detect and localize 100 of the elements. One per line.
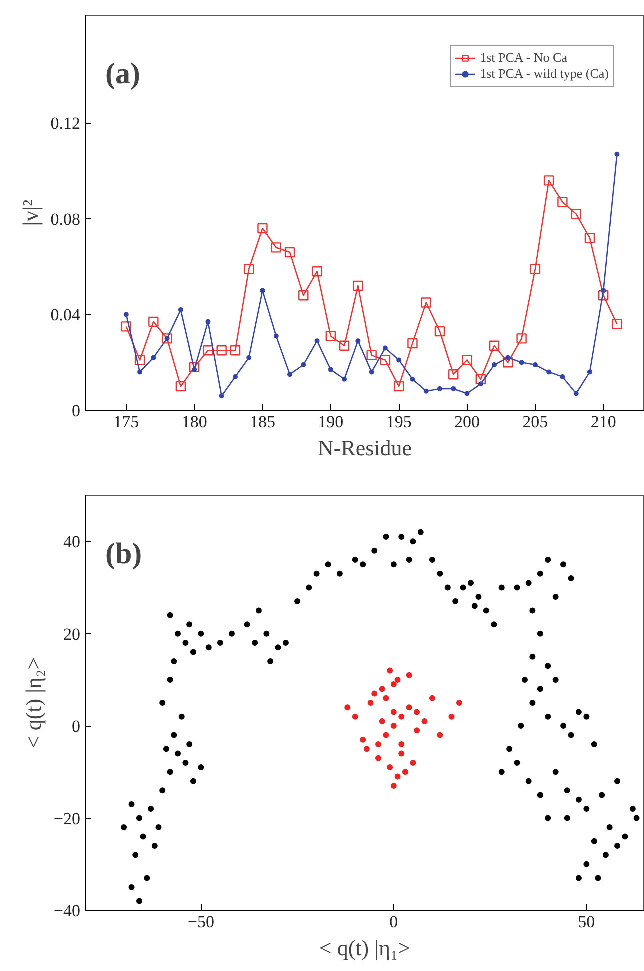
point	[314, 338, 320, 344]
point	[387, 764, 394, 771]
x-tick-label: 195	[386, 412, 412, 432]
point	[366, 350, 377, 361]
point	[258, 223, 268, 234]
point	[406, 704, 412, 711]
point	[390, 723, 397, 730]
point	[326, 331, 336, 342]
point	[369, 370, 374, 375]
point	[390, 682, 397, 688]
point	[398, 742, 405, 748]
point	[558, 197, 568, 208]
annotation: (a)	[106, 58, 140, 90]
point	[451, 386, 456, 392]
point	[584, 233, 596, 244]
y-tick-label: 20	[64, 624, 80, 644]
x-axis-title: < q(t) |η₁>	[319, 936, 411, 960]
point	[375, 755, 382, 762]
y-tick-label: −20	[54, 809, 81, 828]
point	[612, 319, 622, 330]
point	[476, 374, 486, 384]
point	[151, 355, 156, 360]
point	[216, 346, 227, 356]
point	[414, 709, 420, 716]
point	[356, 338, 361, 344]
point	[410, 376, 416, 382]
point	[360, 736, 366, 743]
point	[396, 358, 402, 363]
point	[503, 358, 514, 368]
point	[368, 700, 374, 706]
y-tick-label: 40	[64, 532, 80, 552]
point	[312, 266, 322, 277]
y-tick-label: 0	[72, 717, 80, 736]
point	[162, 334, 172, 344]
y-tick-label: −40	[54, 902, 81, 920]
point	[138, 370, 143, 375]
point	[382, 346, 388, 351]
x-tick-label: 0	[390, 912, 398, 932]
x-tick-label: 205	[522, 412, 548, 432]
point	[390, 709, 397, 716]
point	[328, 367, 334, 372]
point	[530, 264, 541, 274]
point	[429, 695, 436, 702]
point	[398, 714, 405, 720]
point	[410, 760, 416, 766]
point	[519, 360, 524, 366]
legend-label: 1st PCA - No Ca	[480, 50, 568, 66]
point	[380, 355, 391, 366]
point	[398, 750, 405, 757]
point	[206, 319, 211, 324]
point	[406, 672, 412, 678]
y-tick-label: 0.04	[50, 306, 81, 325]
x-tick-label: 180	[182, 412, 208, 432]
point	[364, 746, 370, 752]
point	[284, 247, 296, 258]
point	[394, 381, 404, 392]
point	[560, 374, 566, 380]
point	[148, 316, 159, 328]
x-tick-label: 190	[318, 412, 344, 432]
x-tick-label: 200	[454, 412, 480, 432]
point	[134, 355, 146, 366]
point	[288, 372, 293, 378]
point	[344, 704, 351, 711]
point	[124, 312, 129, 318]
point	[546, 370, 552, 375]
point	[176, 381, 186, 392]
y-axis-title: < q(t) |η₂>	[20, 657, 46, 749]
x-tick-label: 185	[250, 412, 276, 432]
point	[598, 290, 609, 301]
point	[464, 391, 470, 396]
point	[434, 326, 446, 337]
point	[189, 362, 200, 373]
point	[379, 718, 386, 724]
point	[516, 334, 527, 344]
point	[544, 176, 554, 186]
point	[383, 732, 390, 738]
point	[379, 686, 386, 692]
point	[178, 307, 184, 312]
point	[422, 718, 428, 724]
point	[274, 334, 279, 339]
point	[421, 298, 432, 308]
point	[437, 386, 442, 392]
point	[271, 242, 282, 253]
point	[571, 209, 582, 220]
point	[574, 391, 579, 396]
point	[394, 676, 401, 683]
y-tick-label: 0.12	[50, 114, 80, 134]
point	[244, 264, 254, 274]
point	[232, 374, 238, 380]
y-axis-title: |v|²	[18, 199, 43, 226]
point	[352, 714, 358, 720]
point	[260, 288, 266, 294]
point	[448, 369, 459, 380]
x-tick-label: −50	[188, 912, 214, 932]
x-axis-title: N-Residue	[318, 436, 412, 460]
point	[506, 355, 511, 360]
point	[456, 700, 462, 706]
point	[587, 370, 592, 375]
point	[353, 280, 364, 292]
x-tick-label: 210	[590, 412, 616, 432]
